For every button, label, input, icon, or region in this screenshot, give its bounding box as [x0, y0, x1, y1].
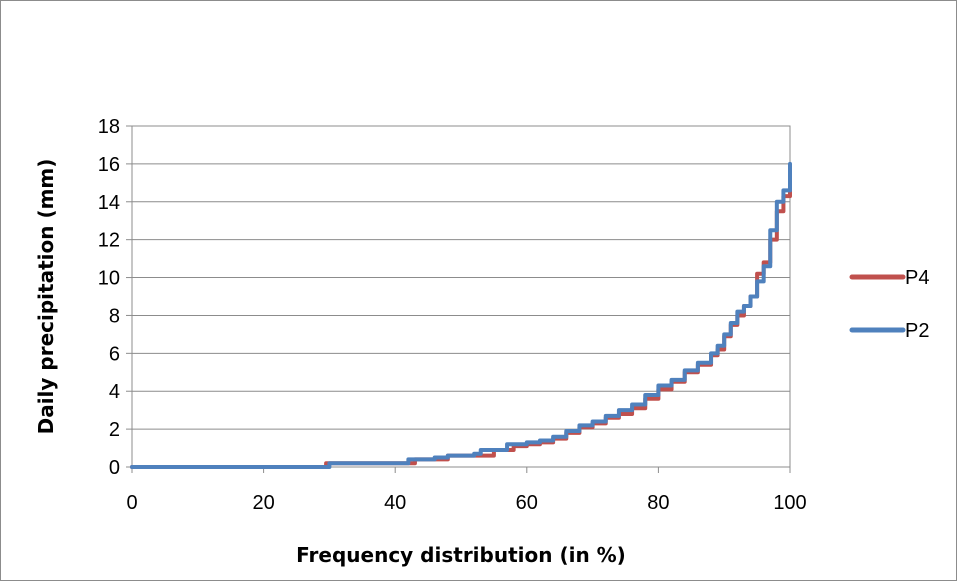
x-tick-label: 100 — [773, 492, 806, 514]
legend-label-p4: P4 — [905, 267, 929, 289]
x-tick-label: 40 — [384, 492, 406, 514]
y-tick-label: 8 — [109, 305, 120, 327]
legend: P4 P2 — [849, 267, 929, 342]
y-tick-label: 12 — [98, 230, 120, 252]
y-tick-labels: 0 2 4 6 8 10 12 14 16 18 — [98, 116, 120, 479]
x-axis-title: Frequency distribution (in %) — [296, 543, 626, 567]
y-tick-label: 16 — [98, 154, 120, 176]
legend-label-p2: P2 — [905, 320, 929, 342]
series-line-p4 — [130, 180, 792, 469]
series-lines — [130, 161, 792, 469]
y-tick-label: 0 — [109, 457, 120, 479]
x-tick-label: 0 — [126, 492, 137, 514]
series-line-p2 — [130, 161, 792, 469]
gridlines — [126, 125, 791, 473]
y-tick-label: 14 — [98, 192, 120, 214]
plot-area — [131, 125, 791, 468]
x-tick-label: 60 — [516, 492, 538, 514]
y-tick-label: 6 — [109, 343, 120, 365]
y-tick-label: 18 — [98, 116, 120, 138]
y-tick-label: 10 — [98, 268, 120, 290]
x-tick-labels: 0 20 40 60 80 100 — [126, 492, 806, 514]
y-tick-label: 2 — [109, 419, 120, 441]
y-tick-label: 4 — [109, 381, 120, 403]
x-tick-label: 80 — [647, 492, 669, 514]
x-tick-label: 20 — [252, 492, 274, 514]
y-axis-title: Daily precipitation (mm) — [34, 159, 58, 435]
